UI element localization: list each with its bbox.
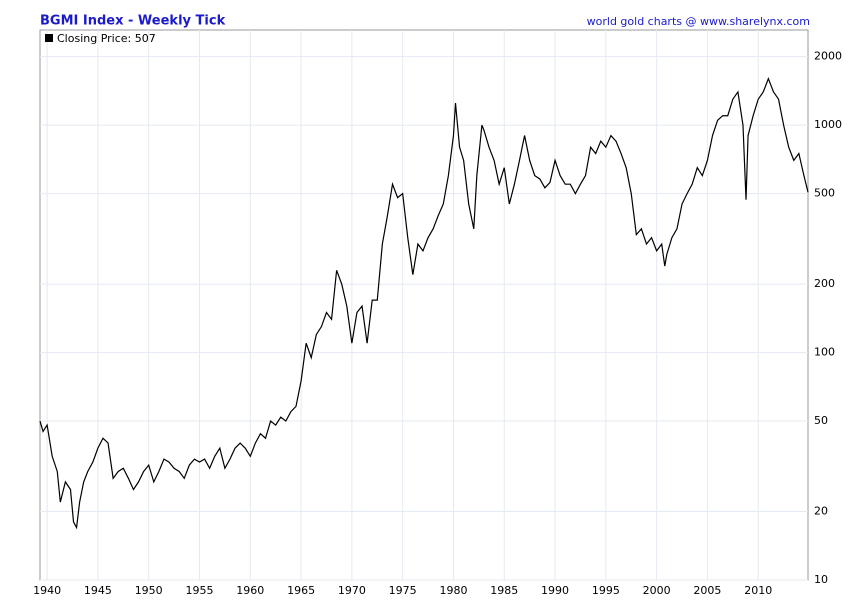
x-tick-label: 1950 xyxy=(135,584,163,597)
x-tick-label: 2000 xyxy=(643,584,671,597)
x-tick-label: 1990 xyxy=(541,584,569,597)
x-tick-label: 1985 xyxy=(490,584,518,597)
x-tick-label: 2010 xyxy=(744,584,772,597)
y-tick-label: 500 xyxy=(814,187,835,200)
plot-area xyxy=(39,29,809,581)
legend-label: Closing Price: 507 xyxy=(57,32,156,45)
legend-swatch xyxy=(45,34,53,42)
x-tick-label: 1970 xyxy=(338,584,366,597)
y-tick-label: 20 xyxy=(814,505,828,518)
y-tick-label: 1000 xyxy=(814,118,842,131)
y-tick-label: 100 xyxy=(814,346,835,359)
x-tick-label: 1960 xyxy=(236,584,264,597)
y-tick-label: 200 xyxy=(814,277,835,290)
x-tick-label: 1995 xyxy=(592,584,620,597)
price-line xyxy=(39,77,809,530)
x-tick-label: 1940 xyxy=(33,584,61,597)
x-tick-label: 1955 xyxy=(185,584,213,597)
x-tick-label: 1975 xyxy=(389,584,417,597)
chart-title: BGMI Index - Weekly Tick xyxy=(40,14,226,29)
y-tick-label: 50 xyxy=(814,414,828,427)
x-tick-label: 1965 xyxy=(287,584,315,597)
x-tick-label: 1980 xyxy=(439,584,467,597)
source: world gold charts @ www.sharelynx.com xyxy=(587,15,810,28)
x-tick-label: 2005 xyxy=(693,584,721,597)
x-tick-label: 1945 xyxy=(84,584,112,597)
y-tick-label: 2000 xyxy=(814,50,842,63)
y-tick-label: 10 xyxy=(814,573,828,586)
